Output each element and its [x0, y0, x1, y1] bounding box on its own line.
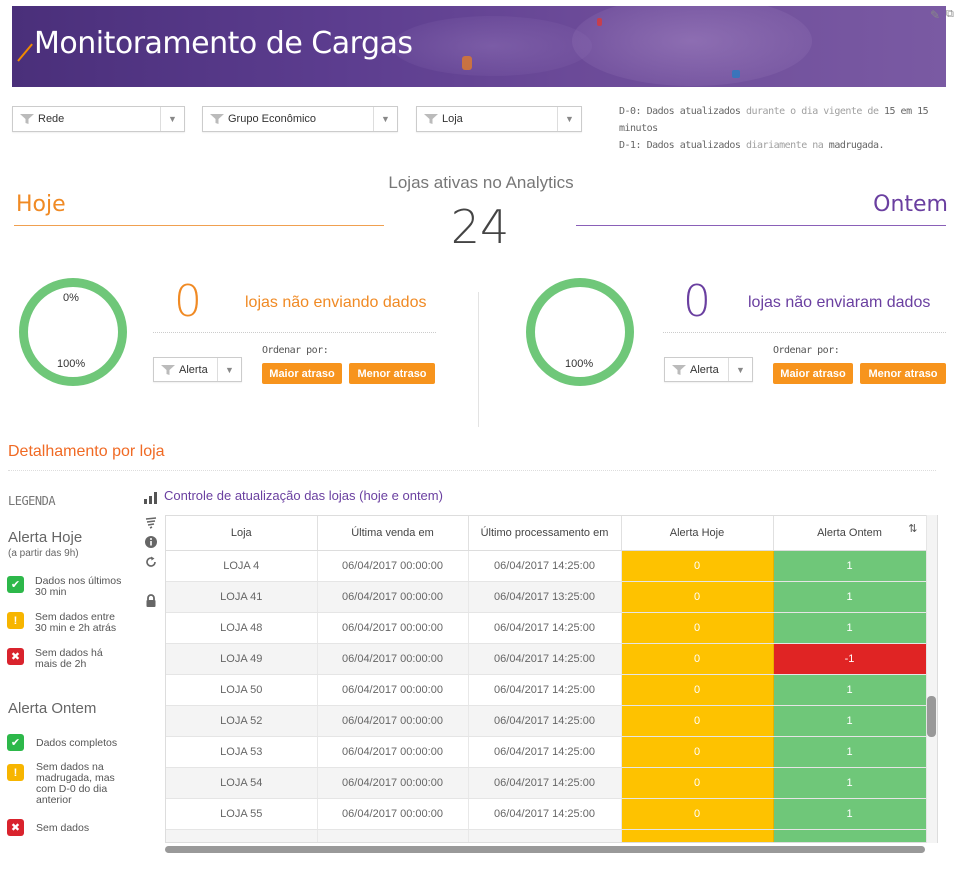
yesterday-sort-max-button[interactable]: Maior atraso — [773, 363, 853, 384]
today-missing-count: 0 — [174, 276, 202, 327]
column-header-ultima-venda[interactable]: Última venda em — [317, 516, 469, 551]
edit-icon[interactable]: ✎ — [930, 8, 941, 22]
bar-chart-icon[interactable] — [144, 492, 158, 504]
funnel-icon — [210, 114, 224, 124]
chevron-down-icon[interactable]: ▼ — [217, 358, 241, 381]
filter-lines-icon[interactable] — [145, 517, 157, 529]
header-banner: Monitoramento de Cargas — [12, 6, 946, 87]
legend-today-subtitle: (a partir das 9h) — [8, 548, 79, 559]
today-donut-top-label: 0% — [63, 292, 79, 304]
accent-slash — [17, 43, 33, 62]
stores-table[interactable]: Loja Última venda em Último processament… — [165, 515, 938, 843]
lock-icon[interactable] — [145, 594, 157, 607]
legend-today-title: Alerta Hoje — [8, 529, 83, 546]
table-row[interactable]: LOJA 52 06/04/2017 00:00:00 06/04/2017 14:… — [166, 705, 927, 737]
table-row[interactable]: LOJA 54 06/04/2017 00:00:00 06/04/2017 14:… — [166, 767, 927, 799]
table-title: Controle de atualização das lojas (hoje … — [164, 488, 443, 503]
vertical-scrollbar-thumb[interactable] — [927, 696, 936, 737]
legend-today-bad: Sem dados há mais de 2h — [35, 647, 103, 670]
vertical-scrollbar[interactable] — [926, 515, 937, 843]
legend-title: LEGENDA — [8, 494, 56, 508]
external-link-icon[interactable]: ⧉ — [946, 8, 954, 20]
yesterday-sort-label: Ordenar por: — [773, 345, 840, 356]
warning-icon: ! — [7, 612, 24, 629]
x-icon: ✖ — [7, 648, 24, 665]
chevron-down-icon[interactable]: ▼ — [373, 107, 397, 131]
today-sort-max-button[interactable]: Maior atraso — [262, 363, 342, 384]
column-header-ultimo-processamento[interactable]: Último processamento em — [468, 516, 622, 551]
detail-section-title: Detalhamento por loja — [8, 443, 165, 460]
filter-grupo-label: Grupo Econômico — [228, 113, 317, 125]
active-stores-label: Lojas ativas no Analytics — [388, 173, 574, 192]
today-sort-label: Ordenar por: — [262, 345, 329, 356]
filter-loja-label: Loja — [442, 113, 463, 125]
active-stores-count: 24 — [450, 200, 510, 254]
check-icon: ✔ — [7, 576, 24, 593]
yesterday-donut-chart — [526, 278, 634, 386]
table-row[interactable] — [166, 829, 927, 842]
x-icon: ✖ — [7, 819, 24, 836]
yesterday-sort-min-button[interactable]: Menor atraso — [860, 363, 946, 384]
chevron-down-icon[interactable]: ▼ — [557, 107, 581, 131]
yesterday-alert-filter[interactable]: Alerta ▼ — [664, 357, 753, 382]
funnel-icon — [424, 114, 438, 124]
legend-today-ok: Dados nos últimos 30 min — [35, 575, 122, 598]
yesterday-donut-bottom-label: 100% — [565, 358, 594, 370]
column-header-alerta-ontem[interactable]: Alerta Ontem ⇅ — [773, 516, 927, 551]
today-alert-filter[interactable]: Alerta ▼ — [153, 357, 242, 382]
table-row[interactable]: LOJA 55 06/04/2017 00:00:00 06/04/2017 14:… — [166, 798, 927, 830]
yesterday-missing-description: lojas não enviaram dados — [748, 294, 931, 311]
yesterday-heading: Ontem — [873, 192, 948, 217]
table-row[interactable]: LOJA 50 06/04/2017 00:00:00 06/04/2017 14:… — [166, 674, 927, 706]
today-donut-chart — [19, 278, 127, 386]
table-row[interactable]: LOJA 53 06/04/2017 00:00:00 06/04/2017 14:… — [166, 736, 927, 768]
yesterday-missing-count: 0 — [683, 276, 711, 327]
table-row[interactable]: LOJA 41 06/04/2017 00:00:00 06/04/2017 13:… — [166, 581, 927, 613]
page-title: Monitoramento de Cargas — [34, 26, 413, 61]
today-sort-min-button[interactable]: Menor atraso — [349, 363, 435, 384]
funnel-icon — [161, 364, 175, 375]
funnel-icon — [672, 364, 686, 375]
chevron-down-icon[interactable]: ▼ — [728, 358, 752, 381]
yesterday-divider — [576, 225, 946, 226]
table-row[interactable]: LOJA 49 06/04/2017 00:00:00 06/04/2017 14:… — [166, 643, 927, 675]
table-header-row: Loja Última venda em Último processament… — [166, 516, 927, 551]
legend-yesterday-warn: Sem dados na madrugada, mas com D-0 do dia… — [36, 761, 115, 806]
column-header-loja[interactable]: Loja — [166, 516, 318, 551]
horizontal-scrollbar[interactable] — [165, 846, 925, 853]
filter-grupo-economico[interactable]: Grupo Econômico ▼ — [202, 106, 398, 132]
table-row[interactable]: LOJA 48 06/04/2017 00:00:00 06/04/2017 14:… — [166, 612, 927, 644]
column-header-alerta-hoje[interactable]: Alerta Hoje — [621, 516, 774, 551]
filter-rede-label: Rede — [38, 113, 65, 125]
sort-icon[interactable]: ⇅ — [908, 523, 918, 535]
table-row[interactable]: LOJA 4 06/04/2017 00:00:00 06/04/2017 14:2… — [166, 550, 927, 582]
today-donut-bottom-label: 100% — [57, 358, 86, 370]
update-notes: D-0: Dados atualizados durante o dia vig… — [619, 106, 929, 151]
legend-yesterday-title: Alerta Ontem — [8, 700, 97, 717]
legend-yesterday-ok: Dados completos — [36, 737, 118, 749]
filter-loja[interactable]: Loja ▼ — [416, 106, 582, 132]
info-icon[interactable] — [145, 536, 157, 548]
refresh-icon[interactable] — [145, 556, 157, 568]
chevron-down-icon[interactable]: ▼ — [160, 107, 184, 131]
check-icon: ✔ — [7, 734, 24, 751]
funnel-icon — [20, 114, 34, 124]
panel-separator — [478, 292, 479, 427]
filter-rede[interactable]: Rede ▼ — [12, 106, 185, 132]
today-divider — [14, 225, 384, 226]
warning-icon: ! — [7, 764, 24, 781]
today-missing-description: lojas não enviando dados — [245, 294, 427, 311]
legend-today-warn: Sem dados entre 30 min e 2h atrás — [35, 611, 117, 634]
legend-yesterday-bad: Sem dados — [36, 822, 90, 834]
today-heading: Hoje — [16, 192, 66, 217]
